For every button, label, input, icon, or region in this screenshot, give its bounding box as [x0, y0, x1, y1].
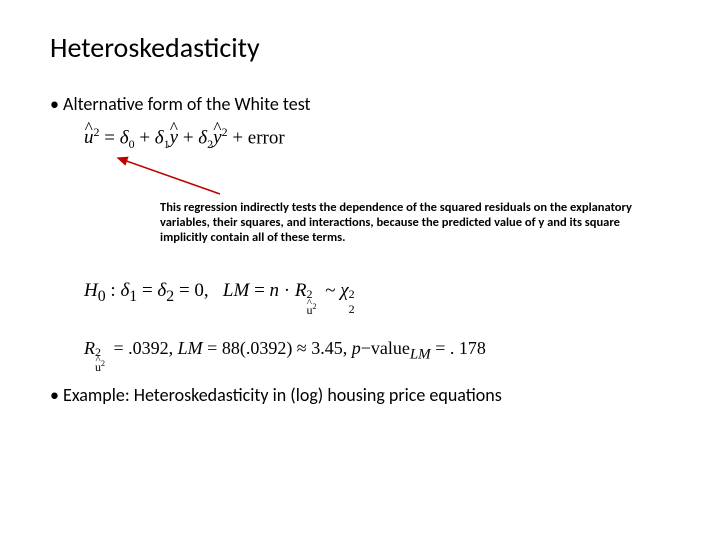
- equation-example-values: R2u2 = .0392, LM = 88(.0392) ≈ 3.45, p−v…: [84, 338, 670, 364]
- equation-hypothesis-lm: H0 : δ1 = δ2 = 0, LM = n · R2u2 ~ χ22: [84, 280, 670, 306]
- bullet-alt-white-test: • Alternative form of the White test: [50, 93, 670, 115]
- arrow-icon: [110, 154, 230, 198]
- annotation-note: This regression indirectly tests the dep…: [160, 200, 640, 245]
- bullet-example: • Example: Heteroskedasticity in (log) h…: [50, 384, 670, 406]
- slide: Heteroskedasticity • Alternative form of…: [0, 0, 720, 540]
- slide-title: Heteroskedasticity: [50, 30, 670, 65]
- equation-regression: u2 = δ0 + δ1y + δ2y2 + error: [84, 125, 670, 152]
- arrow-annotation: [50, 162, 670, 202]
